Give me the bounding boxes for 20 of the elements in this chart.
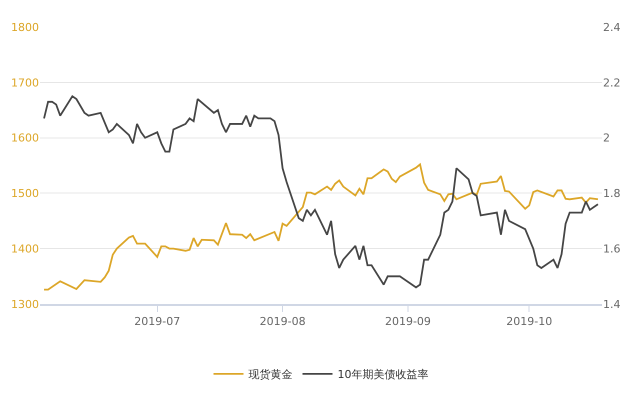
x-tick-label: 2019-10: [506, 315, 552, 328]
legend-label: 10年期美债收益率: [338, 368, 428, 382]
legend-label: 现货黄金: [248, 368, 292, 382]
y2-tick-label: 2.4: [603, 20, 620, 34]
y-tick-label: 1400: [11, 242, 39, 256]
line-series: [43, 95, 599, 288]
y-tick-label: 1600: [11, 132, 39, 145]
x-tick-label: 2019-07: [134, 315, 180, 328]
y2-tick-label: 1.6: [603, 242, 620, 256]
x-tick-label: 2019-08: [260, 315, 306, 328]
y-tick-label: 1500: [11, 187, 39, 200]
y2-tick-label: 1.4: [603, 298, 620, 311]
x-tick-label: 2019-09: [384, 315, 431, 328]
y-tick-label: 1700: [11, 76, 39, 90]
y2-tick-label: 2.2: [603, 76, 620, 90]
y2-tick-label: 2: [603, 132, 610, 145]
y-tick-label: 1300: [11, 298, 39, 311]
line-series: [43, 163, 599, 290]
y-tick-label: 1800: [11, 20, 39, 34]
y2-tick-label: 1.8: [603, 187, 620, 200]
